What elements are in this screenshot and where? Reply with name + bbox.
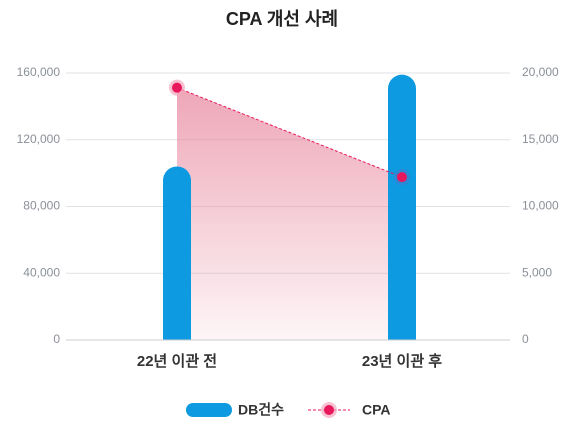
legend-label: DB건수 — [238, 402, 284, 418]
legend-swatch — [324, 405, 334, 415]
y-tick-label: 120,000 — [17, 132, 61, 146]
cpa-line — [176, 87, 403, 178]
y2-tick-label: 20,000 — [522, 65, 559, 79]
bar — [388, 74, 416, 340]
cpa-area — [177, 87, 402, 340]
x-tick-label: 22년 이관 전 — [137, 353, 217, 370]
cpa-point — [172, 82, 182, 93]
y-tick-label: 0 — [53, 332, 60, 346]
y-tick-label: 160,000 — [17, 65, 61, 79]
y-tick-label: 40,000 — [23, 265, 60, 279]
y2-tick-label: 5,000 — [522, 265, 552, 279]
y-tick-label: 80,000 — [23, 199, 60, 213]
legend-swatch — [186, 403, 232, 417]
bar — [163, 166, 191, 340]
y2-tick-label: 0 — [522, 332, 529, 346]
y2-tick-label: 15,000 — [522, 132, 559, 146]
chart-title: CPA 개선 사례 — [226, 9, 338, 29]
x-tick-label: 23년 이관 후 — [362, 353, 442, 370]
cpa-point — [397, 172, 407, 183]
y2-tick-label: 10,000 — [522, 199, 559, 213]
legend-label: CPA — [362, 402, 391, 418]
